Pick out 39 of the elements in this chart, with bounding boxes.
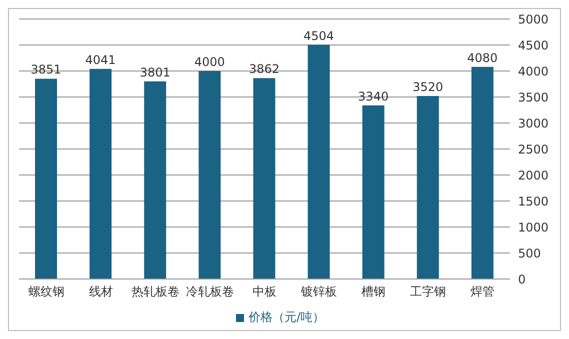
- bar: [90, 68, 112, 279]
- bar: [416, 96, 439, 279]
- bar: [362, 105, 384, 279]
- x-tick-label: 螺纹钢: [28, 284, 64, 299]
- data-label: 4041: [85, 52, 116, 67]
- data-label: 3340: [358, 89, 389, 104]
- data-label: 3801: [140, 65, 170, 80]
- data-label: 4000: [194, 55, 225, 69]
- bar: [198, 71, 221, 279]
- x-tick-label: 中板: [252, 284, 276, 299]
- data-label: 3862: [248, 62, 280, 76]
- y-tick-label: 2500: [518, 142, 549, 156]
- y-tick-label: 3000: [518, 116, 549, 130]
- x-tick-label: 线材: [88, 284, 113, 299]
- bar: [253, 78, 276, 279]
- y-tick-label: 3500: [518, 90, 549, 104]
- y-tick-label: 4500: [518, 38, 549, 52]
- y-tick-label: 500: [518, 246, 541, 260]
- y-tick-label: 5000: [518, 12, 549, 26]
- legend-label: 价格（元/吨）: [248, 310, 325, 324]
- bar: [308, 44, 330, 279]
- bar: [35, 78, 57, 279]
- y-tick-label: 2000: [518, 168, 549, 182]
- x-tick-label: 热轧板卷: [131, 284, 180, 299]
- bar: [144, 81, 166, 279]
- y-tick-label: 1000: [518, 220, 549, 234]
- data-label: 4504: [304, 28, 334, 43]
- y-tick-label: 0: [518, 272, 526, 286]
- x-tick-label: 焊管: [470, 284, 495, 299]
- data-label: 4080: [467, 50, 498, 65]
- y-tick-label: 4000: [518, 64, 549, 78]
- x-tick-label: 冷轧板卷: [186, 284, 234, 299]
- y-tick-label: 1500: [518, 194, 549, 208]
- x-tick-label: 槽钢: [362, 284, 386, 299]
- x-tick-label: 工字钢: [410, 284, 446, 299]
- x-tick-label: 镀锌板: [300, 284, 338, 299]
- data-label: 3851: [30, 62, 62, 77]
- data-label: 3520: [412, 80, 444, 94]
- bar: [471, 66, 494, 279]
